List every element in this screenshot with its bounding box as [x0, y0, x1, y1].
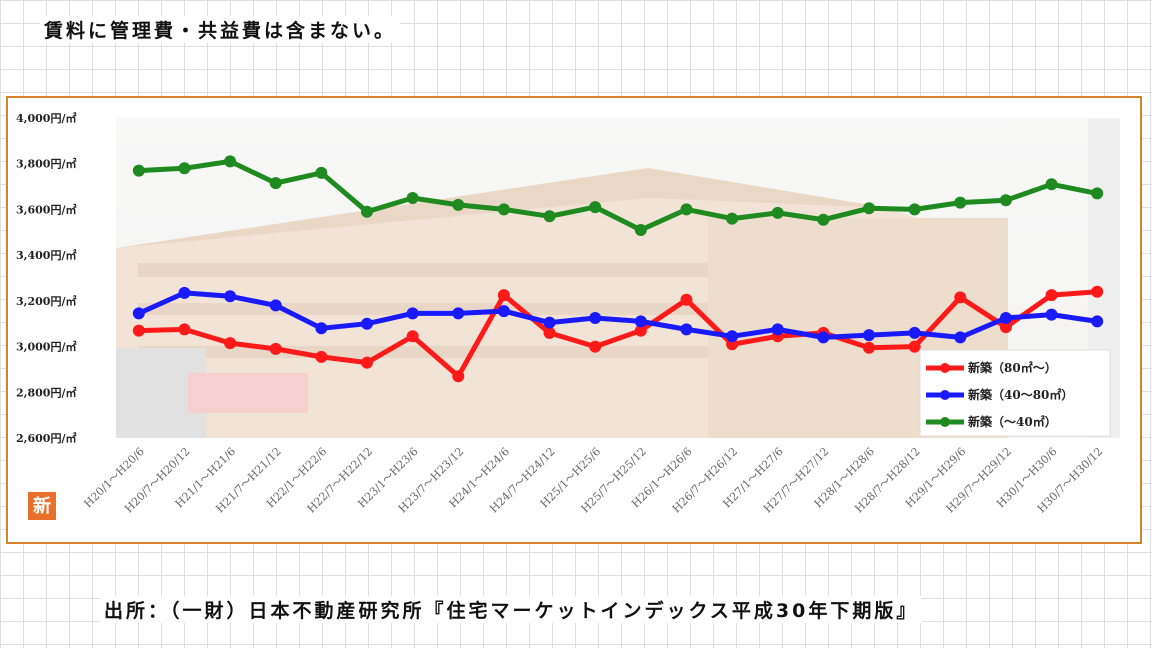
series-group	[132, 155, 1104, 383]
series-point	[1091, 187, 1104, 200]
source-citation: 出所：（一財）日本不動産研究所『住宅マーケットインデックス平成30年下期版』	[100, 596, 923, 623]
series-point	[543, 316, 556, 329]
series-point	[406, 192, 419, 204]
series-point	[771, 323, 784, 336]
series-point	[680, 323, 693, 336]
series-line	[138, 158, 1098, 233]
series-point	[361, 356, 373, 369]
legend-label: 新築（40～80㎡）	[968, 387, 1073, 402]
series-line	[138, 289, 1098, 379]
series-point	[132, 164, 145, 177]
legend-swatch-point	[940, 390, 950, 400]
series-point	[771, 206, 784, 219]
series-point	[315, 322, 328, 335]
series-point	[680, 203, 693, 216]
series-point	[452, 307, 465, 320]
series-point	[954, 331, 967, 344]
y-tick-label: 4,000円/㎡	[16, 111, 76, 125]
series-point	[497, 305, 510, 318]
series-point	[954, 291, 967, 304]
series-point	[361, 205, 373, 218]
series-point	[634, 324, 647, 337]
series-point	[863, 329, 875, 342]
series-point	[999, 194, 1012, 207]
series-point	[315, 166, 328, 179]
series-point	[1091, 315, 1104, 328]
series-point	[1045, 289, 1058, 302]
series-point	[269, 177, 282, 190]
series-point	[406, 307, 419, 320]
series-point	[178, 286, 191, 299]
series-point	[908, 326, 921, 339]
y-tick-label: 2,800円/㎡	[16, 385, 76, 399]
line-chart: 4,000円/㎡ 3,800円/㎡ 3,600円/㎡ 3,400円/㎡ 3,200円/㎡…	[16, 111, 1120, 520]
series-point	[589, 340, 602, 353]
series-point	[726, 212, 739, 225]
series-point	[1045, 178, 1058, 191]
series-point	[543, 210, 556, 223]
series-point	[269, 299, 282, 312]
legend-swatch-point	[940, 417, 950, 427]
chart-frame: 4,000円/㎡ 3,800円/㎡ 3,600円/㎡ 3,400円/㎡ 3,200円/㎡…	[6, 96, 1142, 544]
series-point	[634, 315, 647, 328]
y-tick-label: 3,600円/㎡	[16, 202, 76, 216]
series-point	[132, 307, 145, 320]
series-point	[999, 321, 1012, 334]
legend-swatch-point	[940, 363, 950, 373]
series-point	[361, 317, 373, 330]
series-point	[406, 330, 419, 343]
series-point	[178, 162, 191, 175]
series-point	[452, 198, 465, 211]
series-point	[863, 202, 875, 215]
series-point	[497, 289, 510, 302]
series-point	[908, 340, 921, 353]
series-point	[954, 196, 967, 209]
series-point	[543, 326, 556, 339]
legend-label: 新築（～40㎡）	[968, 414, 1057, 429]
legend-label: 新築（80㎡～）	[968, 360, 1057, 375]
series-point	[178, 323, 191, 336]
series-point	[269, 342, 282, 355]
series-point	[817, 331, 830, 344]
series-point	[452, 370, 465, 383]
series-point	[589, 201, 602, 214]
series-point	[726, 330, 739, 343]
series-point	[224, 337, 237, 350]
series-point	[224, 155, 237, 168]
series-point	[1045, 308, 1058, 321]
series-point	[1091, 285, 1104, 298]
series-point	[589, 312, 602, 324]
y-tick-label: 3,800円/㎡	[16, 157, 76, 171]
series-point	[817, 213, 830, 226]
series-point	[497, 203, 510, 216]
series-line	[137, 290, 1098, 340]
series-point	[224, 290, 237, 303]
new-badge: 新	[28, 492, 56, 520]
series-point	[315, 350, 328, 363]
background-photo	[116, 118, 1120, 438]
series-point	[999, 312, 1012, 324]
y-tick-label: 2,600円/㎡	[16, 431, 76, 445]
y-tick-label: 3,200円/㎡	[16, 294, 76, 308]
series-point	[634, 224, 647, 236]
legend: 新築（80㎡～） 新築（40～80㎡） 新築（～40㎡）	[919, 349, 1111, 437]
series-point	[863, 341, 875, 354]
y-tick-label: 3,000円/㎡	[16, 340, 76, 354]
y-tick-label: 3,400円/㎡	[16, 248, 76, 262]
series-point	[680, 293, 693, 306]
badge-box	[28, 492, 56, 520]
series-point	[132, 324, 145, 337]
badge-label: 新	[33, 495, 51, 517]
series-point	[908, 203, 921, 216]
rent-note: 賃料に管理費・共益費は含まない。	[40, 16, 401, 43]
